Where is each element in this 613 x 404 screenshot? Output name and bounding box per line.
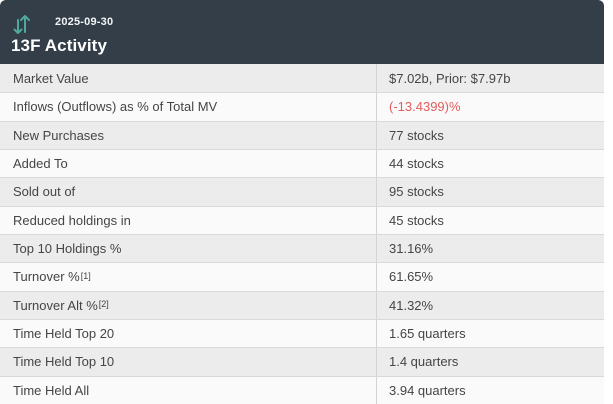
row-value: 1.65 quarters [389,326,466,342]
activity-table: Market Value $7.02b, Prior: $7.97b Inflows… [0,64,604,404]
card-header: 2025-09-30 13F Activity [0,0,604,64]
row-value: 3.94 quarters [389,382,466,398]
row-value: 44 stocks [389,156,444,172]
table-row: Time Held Top 20 1.65 quarters [0,318,604,348]
report-date: 2025-09-30 [55,16,114,28]
table-row: Time Held Top 10 1.4 quarters [0,347,604,376]
row-label: Reduced holdings in [0,206,377,234]
row-label: Time Held Top 10 [0,348,377,376]
swap-vertical-icon[interactable] [13,12,31,36]
table-row: Added To 44 stocks [0,148,604,178]
table-row: Top 10 Holdings % 31.16% [0,233,604,263]
row-label: Market Value [0,64,377,93]
row-label: Added To [0,149,377,178]
table-row: Inflows (Outflows) as % of Total MV (-13.… [0,92,604,121]
header-top-row: 2025-09-30 [11,9,592,35]
row-label: Top 10 Holdings % [0,234,377,263]
row-label: Time Held All [0,376,377,404]
row-value: 45 stocks [389,212,444,228]
card-title: 13F Activity [11,36,107,55]
row-value: 31.16% [389,241,434,257]
row-value: 61.65% [389,269,434,285]
table-row: Sold out of 95 stocks [0,177,604,206]
row-value: 1.4 quarters [389,354,459,370]
table-row: New Purchases 77 stocks [0,120,604,149]
row-value: 77 stocks [389,127,444,143]
row-label: Turnover % [1] [0,263,377,291]
row-label: Turnover Alt % [2] [0,291,377,319]
row-label: Inflows (Outflows) as % of Total MV [0,93,377,121]
table-row: Turnover % [1] 61.65% [0,262,604,291]
table-row: Market Value $7.02b, Prior: $7.97b [0,64,604,93]
row-label: Time Held Top 20 [0,319,377,348]
row-label: Sold out of [0,178,377,206]
row-value: 41.32% [389,297,434,313]
row-value: (-13.4399)% [389,99,461,115]
table-row: Time Held All 3.94 quarters [0,375,604,404]
table-row: Reduced holdings in 45 stocks [0,205,604,234]
row-label: New Purchases [0,121,377,149]
row-value: $7.02b, Prior: $7.97b [389,70,511,86]
row-value: 95 stocks [389,184,444,200]
table-row: Turnover Alt % [2] 41.32% [0,290,604,319]
